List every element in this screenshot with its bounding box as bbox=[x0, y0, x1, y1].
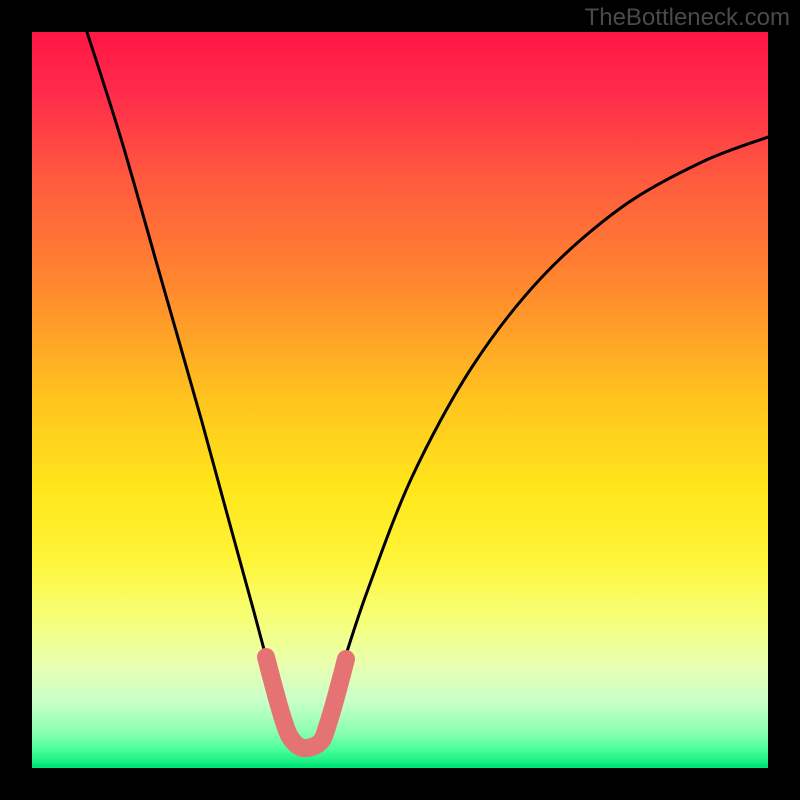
plot-area bbox=[32, 32, 768, 768]
chart-overlay bbox=[32, 32, 768, 768]
v-curve bbox=[87, 32, 768, 752]
watermark-text: TheBottleneck.com bbox=[585, 4, 790, 32]
pink-marker bbox=[266, 657, 346, 748]
